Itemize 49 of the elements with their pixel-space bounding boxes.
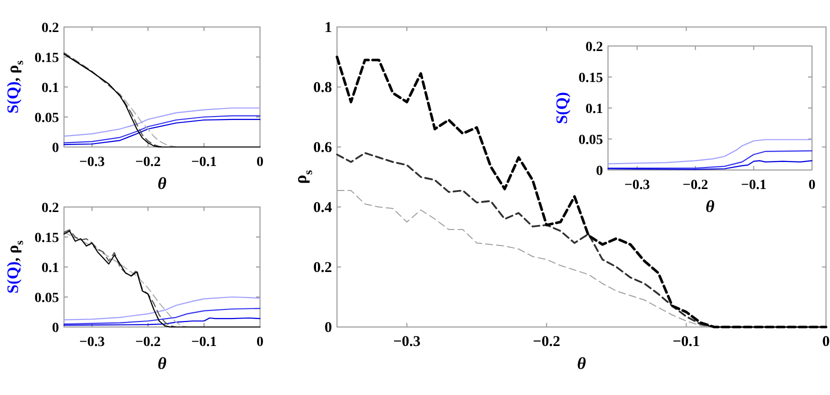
- x-tick-label: −0.2: [682, 178, 708, 193]
- x-tick-label: −0.1: [672, 334, 700, 350]
- y-axis-title: S(Q): [554, 92, 571, 124]
- y-tick-label: 0.1: [42, 261, 59, 276]
- y-tick-label: 0.1: [586, 102, 603, 117]
- x-tick-label: 0: [822, 334, 830, 350]
- y-tick-label: 0.4: [313, 200, 332, 216]
- x-axis-title: θ: [706, 197, 715, 216]
- line-series: [63, 296, 261, 320]
- x-tick-label: −0.3: [624, 178, 650, 193]
- x-tick-label: 0: [808, 178, 816, 193]
- x-axis-title: θ: [158, 174, 167, 193]
- y-tick-label: 0: [324, 320, 332, 336]
- line-series: [607, 160, 813, 170]
- line-series: [63, 317, 261, 326]
- line-series: [607, 139, 813, 164]
- y-tick-label: 0.05: [34, 291, 59, 306]
- y-tick-label: 0.6: [313, 140, 332, 156]
- x-axis-title: θ: [577, 354, 586, 373]
- x-tick-label: −0.1: [740, 178, 766, 193]
- y-tick-label: 0.15: [578, 71, 603, 86]
- x-tick-label: −0.3: [393, 334, 421, 350]
- line-series: [336, 56, 828, 328]
- y-tick-label: 0.15: [34, 51, 59, 66]
- y-tick-label: 0: [52, 321, 59, 336]
- y-tick-label: 0.1: [42, 81, 59, 96]
- y-tick-label: 0.05: [578, 133, 603, 148]
- y-tick-label: 0.2: [586, 40, 603, 55]
- y-tick-label: 0.2: [313, 260, 332, 276]
- y-tick-label: 0.05: [34, 111, 59, 126]
- x-tick-label: 0: [256, 155, 264, 170]
- line-series: [63, 308, 261, 325]
- y-tick-label: 0.15: [34, 231, 59, 246]
- x-tick-label: −0.2: [135, 335, 161, 350]
- line-series: [63, 107, 261, 137]
- x-axis-title: θ: [158, 354, 167, 373]
- y-tick-label: 0.2: [42, 21, 59, 36]
- y-tick-label: 0.2: [42, 201, 59, 216]
- x-tick-label: 0: [256, 335, 264, 350]
- y-tick-label: 0.8: [313, 80, 332, 96]
- x-tick-label: −0.2: [532, 334, 560, 350]
- x-tick-label: −0.2: [135, 155, 161, 170]
- x-tick-label: −0.3: [79, 155, 105, 170]
- x-tick-label: −0.1: [191, 155, 217, 170]
- x-tick-label: −0.1: [191, 335, 217, 350]
- line-series: [607, 150, 813, 169]
- y-tick-label: 1: [324, 20, 332, 36]
- y-tick-label: 0: [52, 141, 59, 156]
- x-tick-label: −0.3: [79, 335, 105, 350]
